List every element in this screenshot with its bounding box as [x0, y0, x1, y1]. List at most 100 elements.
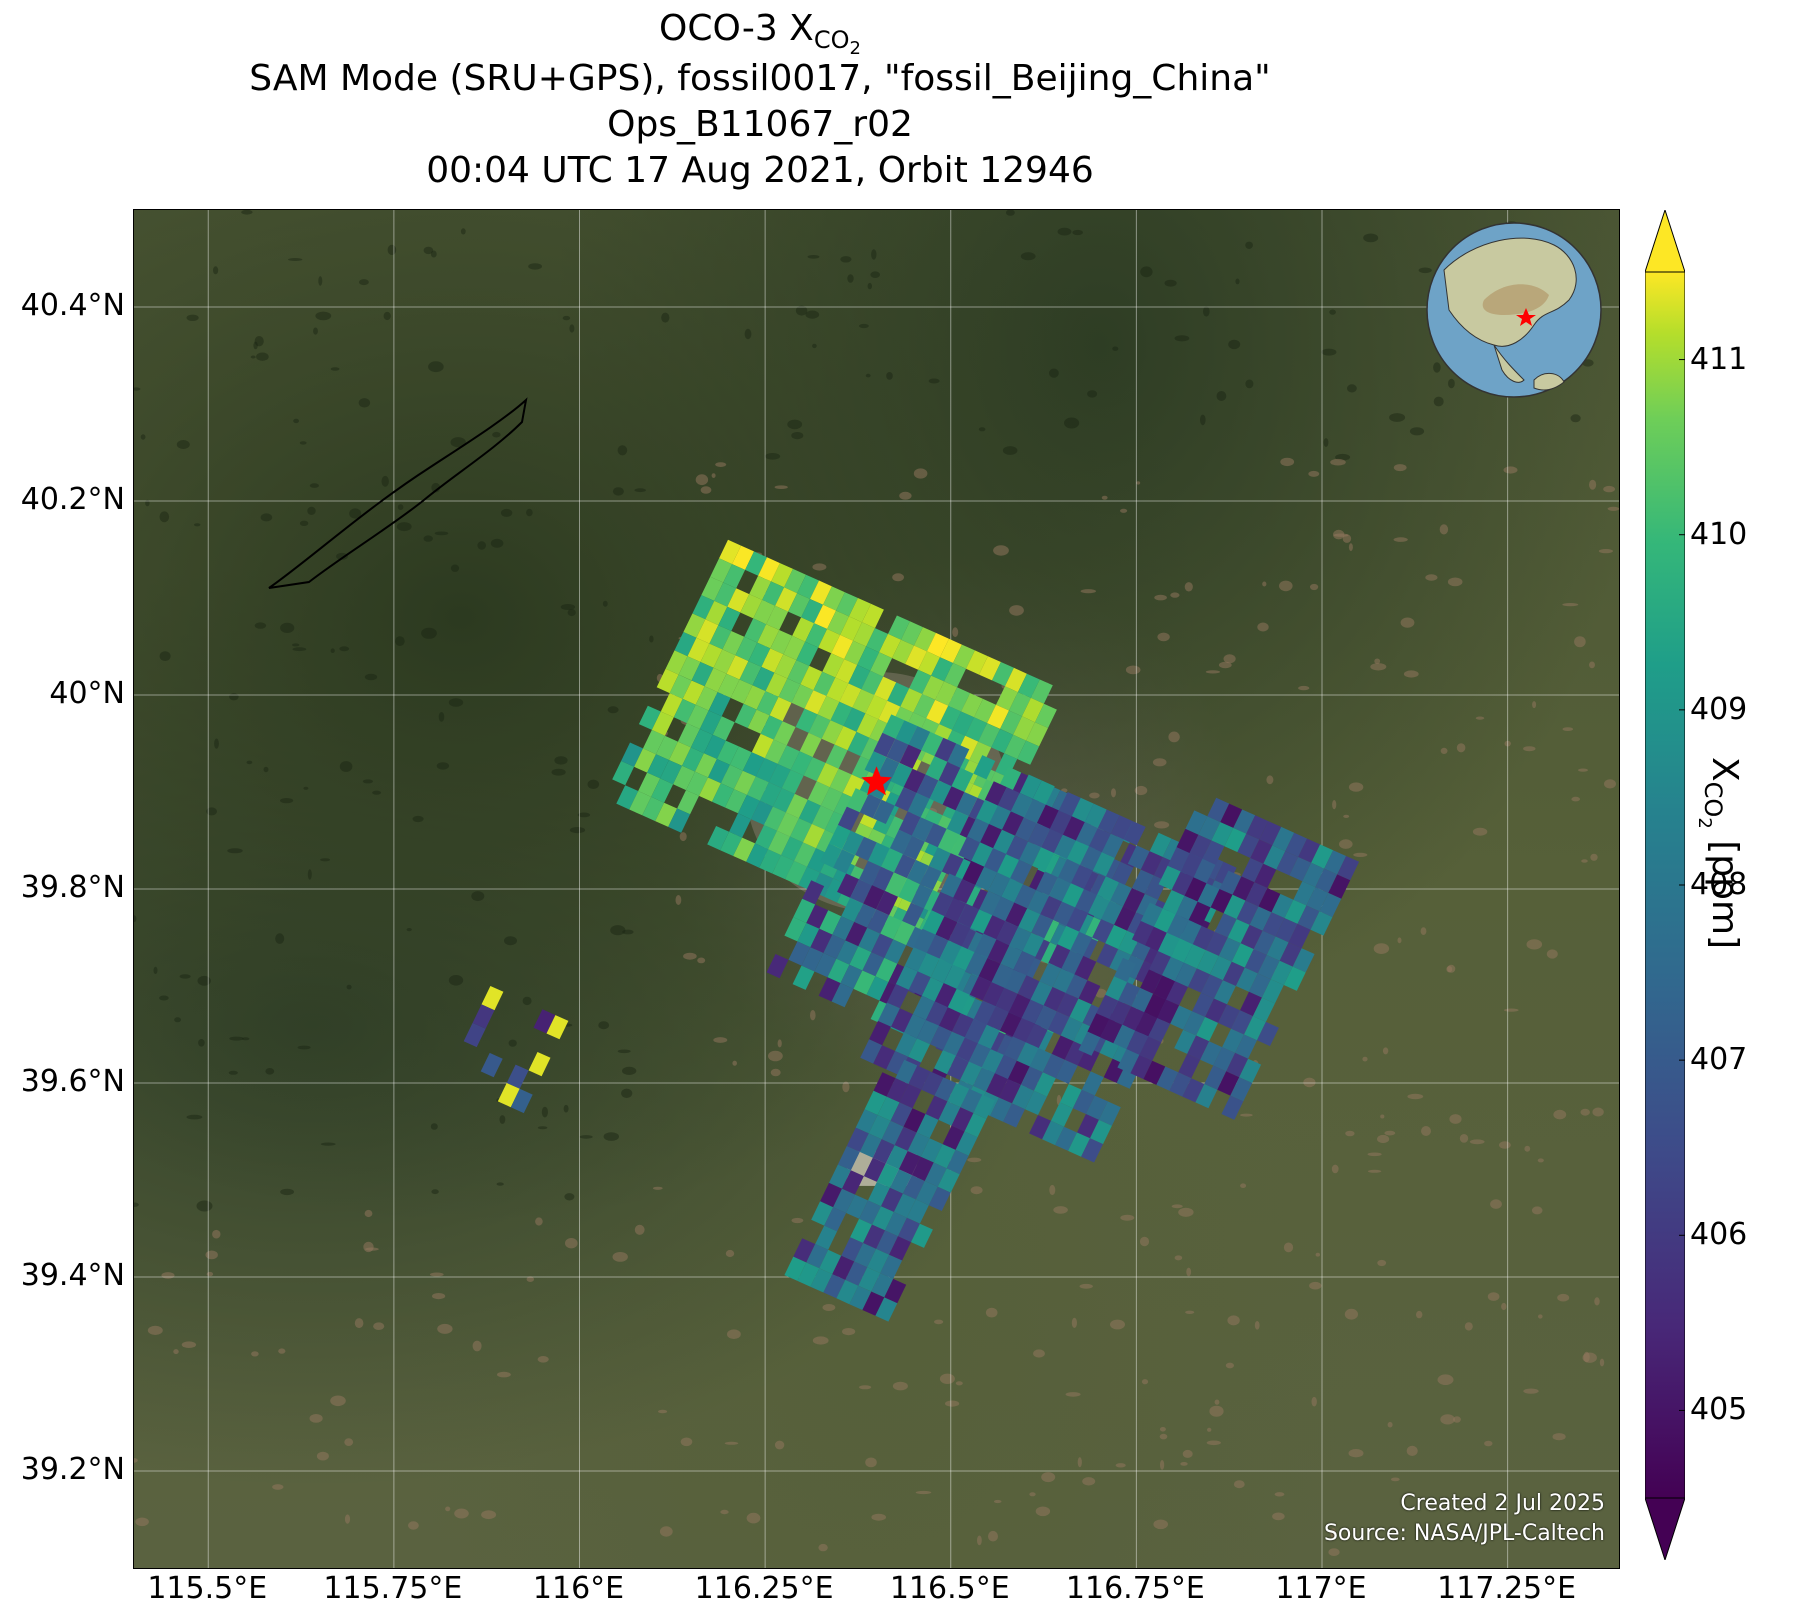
sounding-footprint [806, 904, 829, 929]
sounding-footprint [937, 1168, 960, 1193]
colorbar-tick-label: 408 [1690, 867, 1748, 902]
sounding-footprint [867, 909, 890, 934]
sounding-footprint [1175, 962, 1197, 987]
sounding-footprint [1075, 822, 1098, 847]
sounding-footprint [920, 1138, 943, 1163]
sounding-footprint [677, 790, 699, 815]
sounding-footprint [1056, 992, 1079, 1017]
sounding-footprint [871, 933, 894, 958]
sounding-footprint [1218, 937, 1241, 962]
sounding-footprint [1047, 1011, 1070, 1036]
sounding-footprint [1139, 1036, 1162, 1061]
sounding-footprint [1183, 1011, 1206, 1036]
sounding-footprint [766, 605, 789, 630]
sounding-footprint [1235, 967, 1258, 992]
sounding-footprint [705, 600, 728, 626]
sounding-footprint [1096, 994, 1119, 1019]
sounding-footprint [978, 957, 1001, 983]
sounding-footprint [1054, 834, 1076, 859]
sounding-footprint [997, 787, 1020, 812]
sounding-footprint [1236, 900, 1259, 925]
sounding-footprint [1324, 850, 1347, 875]
sounding-footprint [876, 1230, 898, 1255]
sounding-footprint [1185, 810, 1208, 835]
sounding-footprint [964, 1113, 987, 1138]
sounding-footprint [885, 1212, 907, 1237]
sounding-footprint [837, 806, 860, 831]
sounding-footprint [1162, 956, 1184, 982]
sounding-footprint [704, 667, 727, 693]
sounding-footprint [973, 755, 996, 780]
sounding-footprint [760, 715, 783, 740]
sounding-footprint [642, 796, 665, 822]
sounding-footprint [960, 1061, 982, 1086]
sounding-footprint [1021, 999, 1044, 1024]
sounding-footprint [868, 842, 890, 867]
sounding-footprint [846, 788, 869, 813]
sounding-footprint [703, 734, 726, 759]
sounding-footprint [890, 762, 913, 788]
sounding-footprint [793, 1238, 816, 1263]
sounding-footprint [1092, 852, 1115, 877]
sounding-footprint [953, 879, 976, 904]
sounding-footprint [1004, 734, 1027, 759]
sounding-footprint [756, 691, 779, 716]
sounding-footprint [1211, 822, 1234, 847]
sounding-footprint [1262, 912, 1285, 937]
sounding-footprint [917, 1020, 939, 1045]
sounding-footprint [759, 782, 782, 807]
sounding-footprint [895, 1059, 918, 1084]
sounding-footprint [934, 983, 957, 1008]
sounding-footprint [1144, 993, 1167, 1018]
colorbar-label-suffix: [ppm] [1704, 828, 1745, 950]
colorbar-extend-min [1645, 1497, 1685, 1560]
sounding-footprint [1077, 1114, 1099, 1139]
title-subsub: 2 [849, 37, 861, 59]
sounding-footprint [696, 619, 719, 644]
sounding-footprint [839, 683, 862, 708]
sounding-footprint [889, 1236, 911, 1261]
sounding-footprint [1055, 1126, 1077, 1151]
sounding-footprint [665, 650, 688, 675]
sounding-footprint [841, 1237, 864, 1262]
sounding-footprint [1069, 998, 1092, 1023]
sounding-footprint [1288, 923, 1311, 949]
sounding-footprint [1213, 1047, 1236, 1072]
sounding-footprint [938, 1007, 961, 1032]
sounding-footprint [480, 1052, 503, 1078]
sounding-footprint [992, 662, 1014, 687]
sounding-footprint [647, 754, 669, 779]
sounding-footprint [926, 934, 949, 959]
sounding-footprint [930, 1025, 952, 1050]
sounding-footprint [716, 740, 739, 765]
sounding-footprint [941, 853, 964, 878]
sounding-footprint [874, 676, 897, 701]
sounding-footprint [916, 774, 939, 799]
sounding-footprint [1039, 962, 1062, 987]
sounding-footprint [752, 666, 775, 692]
sounding-footprint [677, 723, 700, 748]
sounding-footprint [948, 922, 971, 947]
sounding-footprint [1110, 815, 1133, 840]
sounding-footprint [1148, 1018, 1171, 1043]
colorbar-label-prefix: X [1704, 757, 1745, 782]
sounding-footprint [1088, 827, 1111, 853]
sounding-footprint [884, 939, 907, 964]
sounding-footprint [982, 982, 1005, 1007]
sounding-footprint [1140, 851, 1163, 876]
sounding-footprint [748, 642, 771, 667]
sounding-footprint [947, 1083, 970, 1108]
sounding-footprint [894, 787, 917, 812]
map-area[interactable]: Created 2 Jul 2025 Source: NASA/JPL-Calt… [133, 209, 1620, 1569]
sounding-footprint [701, 576, 724, 601]
sounding-footprint [1007, 1060, 1030, 1085]
sounding-footprint [921, 977, 944, 1002]
sounding-footprint [695, 753, 717, 778]
colorbar-label-sub: CO [1698, 781, 1727, 818]
sounding-footprint [886, 1078, 909, 1103]
sounding-footprint [895, 1032, 917, 1057]
sounding-footprint [1315, 868, 1338, 893]
sounding-footprint [902, 835, 925, 860]
sounding-footprint [893, 854, 916, 879]
sounding-footprint [766, 954, 789, 979]
